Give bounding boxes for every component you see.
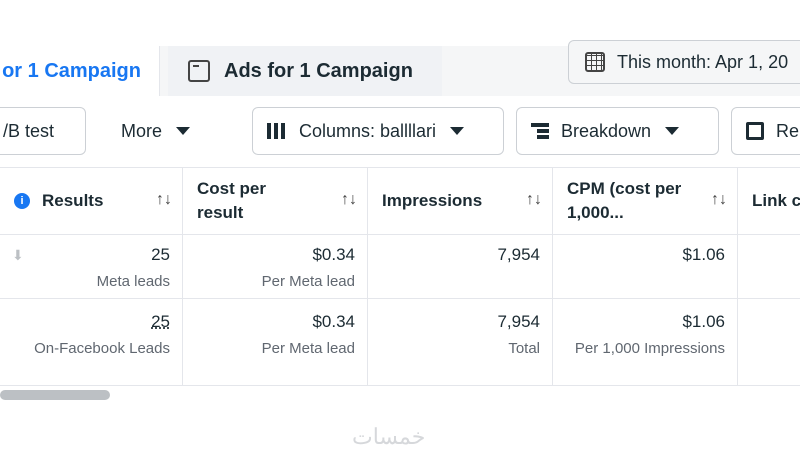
header-cost-per-result[interactable]: Cost per result ↑↓ [183, 167, 368, 235]
button-label: More [121, 120, 163, 141]
header-label: Cost per result [197, 179, 266, 222]
cell-impressions: 7,954 [368, 235, 553, 298]
subtext: Per Meta lead [261, 340, 355, 357]
caret-down-icon [176, 127, 191, 135]
reports-button[interactable]: Re [731, 107, 800, 155]
watermark: خمسات [352, 424, 426, 449]
cell-results: ⬇ 25 Meta leads [0, 235, 183, 298]
ad-icon [188, 60, 210, 82]
cell-cpm: $1.06 [553, 235, 738, 298]
value: $1.06 [682, 312, 725, 331]
sort-icon[interactable]: ↑↓ [341, 191, 357, 208]
cell-impressions: 7,954 Total [368, 298, 553, 385]
header-label: Impressions [382, 191, 483, 210]
row-divider [0, 298, 800, 299]
button-label: /B test [3, 120, 55, 141]
header-cpm[interactable]: CPM (cost per 1,000... ↑↓ [553, 167, 738, 235]
tab-label: or 1 Campaign [2, 59, 141, 82]
cell-cpm: $1.06 Per 1,000 Impressions [553, 298, 738, 385]
subtext: Total [508, 340, 540, 357]
top-strip [0, 0, 800, 46]
reports-icon [746, 122, 764, 140]
subtext: Meta leads [96, 273, 170, 290]
download-icon[interactable]: ⬇ [12, 247, 24, 263]
horizontal-scrollbar[interactable] [0, 390, 110, 400]
subtext: Per 1,000 Impressions [574, 340, 725, 357]
cell-results: 25 On-Facebook Leads [0, 298, 183, 385]
header-label: Results [42, 191, 104, 210]
header-impressions[interactable]: Impressions ↑↓ [368, 167, 553, 235]
tab-label: Ads for 1 Campaign [224, 59, 413, 82]
subtext: Per Meta lead [261, 273, 355, 290]
cell-cost: $0.34 Per Meta lead [183, 298, 368, 385]
caret-down-icon [665, 127, 680, 135]
button-label: Re [776, 120, 800, 141]
subtext: On-Facebook Leads [34, 340, 170, 357]
table-header [0, 167, 800, 235]
sort-icon[interactable]: ↑↓ [526, 191, 542, 208]
value: $0.34 [312, 245, 355, 264]
info-icon[interactable]: i [14, 193, 30, 209]
more-button[interactable]: More [106, 107, 206, 155]
header-link-clicks[interactable]: Link c [738, 167, 800, 235]
button-label: Breakdown [561, 120, 652, 141]
tab-campaigns[interactable]: or 1 Campaign [0, 46, 160, 96]
ab-test-button[interactable]: /B test [0, 107, 86, 155]
tab-ads[interactable]: Ads for 1 Campaign [168, 46, 442, 96]
columns-icon [267, 123, 287, 139]
header-label: CPM (cost per 1,000... [567, 179, 682, 222]
cell-cost: $0.34 Per Meta lead [183, 235, 368, 298]
calendar-icon [585, 52, 605, 72]
breakdown-icon [531, 123, 549, 139]
sort-icon[interactable]: ↑↓ [711, 191, 727, 208]
date-range-label: This month: Apr 1, 20 [617, 51, 789, 72]
value: $0.34 [312, 312, 355, 331]
value: 25 [151, 245, 170, 264]
header-label: Link c [752, 191, 800, 210]
sort-icon[interactable]: ↑↓ [156, 191, 172, 208]
value: $1.06 [682, 245, 725, 264]
button-label: Columns: ballllari [299, 120, 437, 141]
caret-down-icon [450, 127, 465, 135]
breakdown-button[interactable]: Breakdown [516, 107, 719, 155]
date-range-button[interactable]: This month: Apr 1, 20 [568, 40, 800, 84]
header-results[interactable]: i Results ↑↓ [0, 167, 183, 235]
value: 7,954 [497, 245, 540, 264]
value: 7,954 [497, 312, 540, 331]
value[interactable]: 25 [151, 312, 170, 331]
columns-button[interactable]: Columns: ballllari [252, 107, 504, 155]
row-divider [0, 385, 800, 386]
